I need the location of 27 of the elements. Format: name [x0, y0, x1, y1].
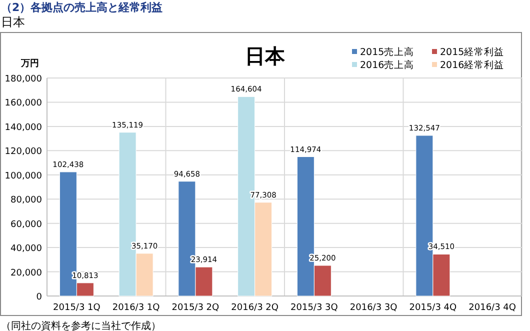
x-tick-label: 2016/3 1Q [112, 303, 160, 313]
x-tick-label: 2016/3 2Q [231, 303, 278, 313]
y-tick-label: 0 [36, 292, 42, 302]
x-tick-label: 2016/3 4Q [468, 303, 516, 313]
legend-label: 2015経常利益 [440, 46, 504, 58]
y-tick-label: 180,000 [4, 74, 42, 84]
y-axis-title: 万円 [20, 58, 39, 69]
x-tick-label: 2016/3 3Q [350, 303, 398, 313]
y-tick-label: 60,000 [10, 220, 42, 230]
legend-label: 2016売上高 [360, 59, 414, 71]
y-tick-label: 120,000 [4, 147, 42, 158]
x-tick-label: 2015/3 1Q [53, 303, 100, 313]
y-tick-label: 40,000 [10, 244, 42, 254]
legend-label: 2016経常利益 [440, 59, 504, 71]
y-tick-label: 20,000 [10, 268, 42, 278]
chart-title: 日本 [245, 44, 286, 68]
legend-label: 2015売上高 [360, 46, 414, 58]
x-tick-label: 2015/3 2Q [172, 303, 220, 313]
x-tick-label: 2015/3 3Q [290, 303, 338, 313]
y-tick-label: 140,000 [4, 122, 42, 133]
x-tick-label: 2015/3 4Q [409, 303, 457, 313]
y-tick-label: 80,000 [10, 196, 42, 206]
chart-subtitle: 日本 [1, 15, 25, 29]
y-tick-label: 100,000 [4, 171, 42, 182]
text: （2）各拠点の売上高と経常利益 [1, 1, 163, 14]
y-tick-label: 160,000 [4, 98, 42, 109]
text: （同社の資料を参考に当社で作成） [1, 320, 161, 331]
